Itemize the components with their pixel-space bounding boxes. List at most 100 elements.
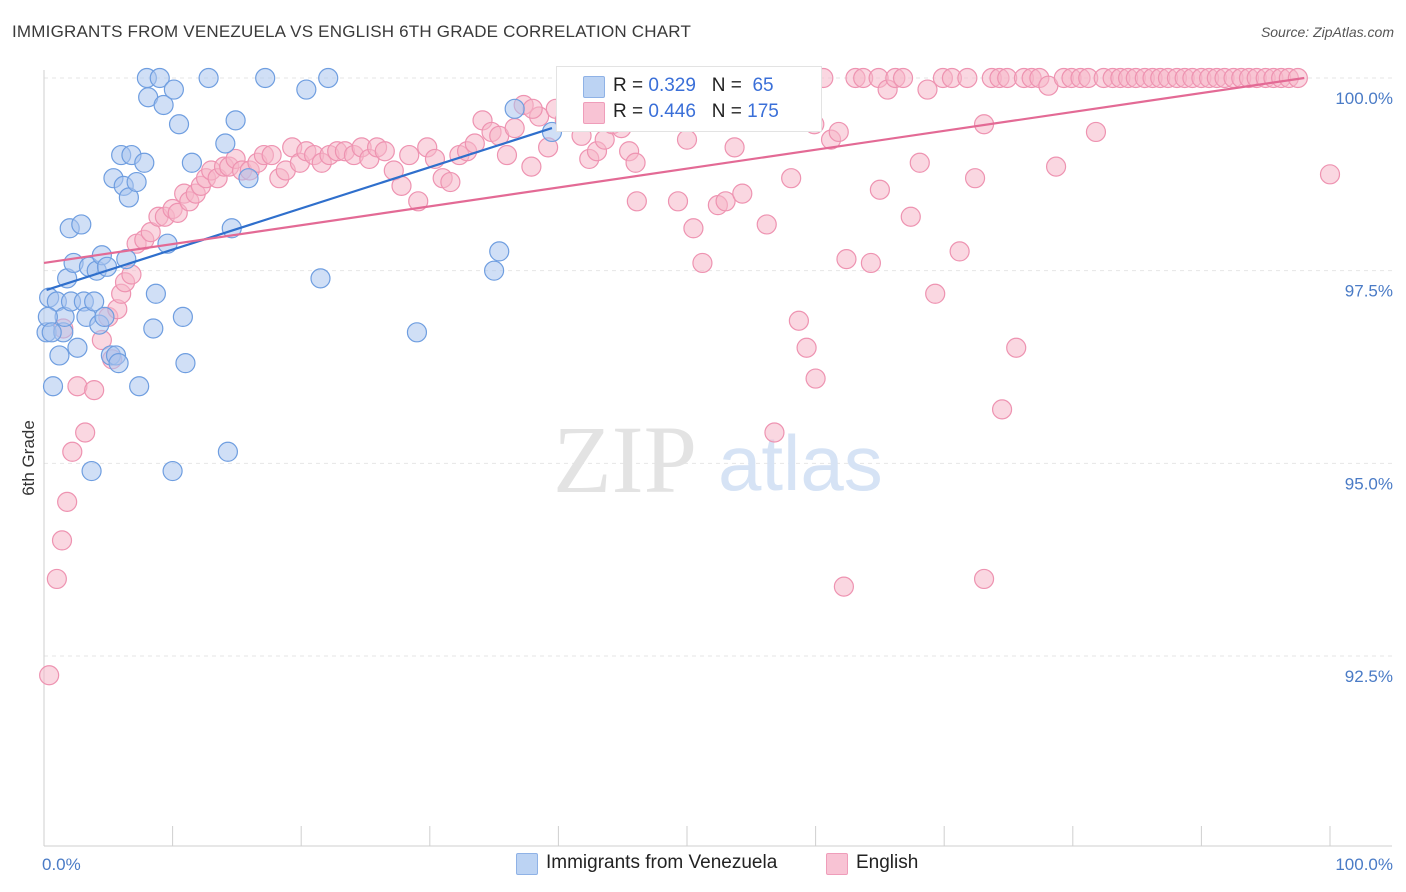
english-points bbox=[39, 67, 1341, 686]
n-label: N = bbox=[711, 75, 742, 96]
english-point bbox=[860, 252, 881, 274]
english-point bbox=[676, 129, 698, 150]
english-point bbox=[522, 98, 543, 119]
venezuela-trendline bbox=[46, 127, 553, 291]
english-point bbox=[836, 249, 857, 270]
english-trendline bbox=[43, 76, 1305, 265]
n-value: 175 bbox=[747, 101, 779, 122]
y-tick-label-2: 95.0% bbox=[1345, 474, 1393, 493]
venezuela-point bbox=[153, 94, 174, 116]
english-point bbox=[715, 191, 736, 212]
r-label: R = bbox=[613, 75, 644, 96]
english-point bbox=[261, 144, 282, 166]
venezuela-point bbox=[175, 353, 196, 374]
english-point bbox=[756, 214, 777, 235]
venezuela-point bbox=[145, 283, 166, 304]
english-point bbox=[374, 141, 395, 162]
english-point bbox=[788, 310, 809, 331]
x-tick-label-0: 0.0% bbox=[42, 855, 81, 874]
legend-swatch-venezuela bbox=[516, 853, 538, 875]
english-point bbox=[833, 576, 854, 597]
venezuela-points bbox=[36, 67, 563, 482]
english-point bbox=[625, 152, 646, 173]
trendlines bbox=[43, 76, 1305, 291]
english-point bbox=[626, 191, 647, 212]
watermark-atlas: atlas bbox=[718, 419, 883, 507]
venezuela-swatch bbox=[583, 76, 605, 98]
y-tick-label-0: 100.0% bbox=[1335, 89, 1393, 108]
venezuela-point bbox=[143, 318, 164, 339]
english-point bbox=[796, 337, 817, 358]
english-point bbox=[973, 568, 995, 590]
legend-label-english: English bbox=[856, 852, 919, 873]
venezuela-point bbox=[168, 114, 190, 135]
venezuela-point bbox=[149, 67, 170, 89]
english-point bbox=[521, 156, 542, 177]
stats-text-english: R = 0.446 N = 175 bbox=[613, 101, 779, 123]
venezuela-point bbox=[217, 441, 238, 462]
english-point bbox=[964, 168, 986, 189]
english-point bbox=[900, 206, 921, 227]
stats-text-venezuela: R = 0.329 N = 65 bbox=[613, 75, 774, 97]
venezuela-point bbox=[41, 322, 62, 343]
stats-legend: R = 0.329 N = 65 R = 0.446 N = 175 bbox=[556, 66, 822, 132]
english-point bbox=[732, 183, 753, 204]
english-point bbox=[781, 168, 802, 189]
venezuela-point bbox=[484, 260, 505, 281]
y-tick-label-3: 92.5% bbox=[1345, 667, 1393, 686]
venezuela-point bbox=[49, 345, 70, 366]
english-point bbox=[39, 665, 60, 686]
series-legend: Immigrants from Venezuela English bbox=[0, 852, 1406, 878]
venezuela-point bbox=[406, 322, 428, 343]
venezuela-point bbox=[126, 171, 147, 193]
x-tick-label-1: 100.0% bbox=[1335, 855, 1393, 874]
english-point bbox=[828, 121, 849, 143]
english-point bbox=[764, 422, 785, 443]
venezuela-point bbox=[215, 133, 236, 154]
english-point bbox=[67, 376, 88, 397]
y-axis-label: 6th Grade bbox=[19, 420, 38, 496]
english-point bbox=[1085, 121, 1107, 143]
english-point bbox=[692, 252, 713, 274]
english-point bbox=[909, 152, 930, 173]
r-value: 0.329 bbox=[648, 75, 696, 96]
english-point bbox=[869, 179, 891, 200]
english-swatch bbox=[583, 102, 605, 124]
venezuela-point bbox=[81, 460, 102, 482]
english-point bbox=[683, 218, 704, 239]
english-point bbox=[62, 441, 83, 462]
venezuela-point bbox=[255, 67, 276, 89]
venezuela-point bbox=[489, 241, 510, 262]
tick-labels: 100.0% 97.5% 95.0% 92.5% 0.0% 100.0% bbox=[42, 89, 1393, 874]
venezuela-point bbox=[42, 376, 64, 397]
english-point bbox=[84, 380, 105, 401]
english-point bbox=[949, 241, 970, 262]
venezuela-point bbox=[71, 214, 92, 235]
english-point bbox=[57, 491, 78, 512]
english-point bbox=[408, 191, 429, 212]
english-point bbox=[991, 399, 1013, 420]
venezuela-point bbox=[172, 306, 193, 328]
english-point bbox=[1045, 156, 1067, 177]
n-value: 65 bbox=[752, 75, 774, 96]
english-point bbox=[75, 422, 96, 443]
english-point bbox=[440, 171, 461, 193]
axes bbox=[43, 70, 1392, 847]
english-point bbox=[1006, 337, 1027, 358]
r-value: 0.446 bbox=[648, 101, 696, 122]
venezuela-point bbox=[84, 291, 105, 312]
venezuela-point bbox=[163, 79, 184, 100]
english-point bbox=[805, 368, 826, 389]
venezuela-point bbox=[108, 353, 129, 374]
chart-title: IMMIGRANTS FROM VENEZUELA VS ENGLISH 6TH… bbox=[12, 22, 692, 41]
english-point bbox=[724, 137, 745, 158]
venezuela-point bbox=[225, 110, 246, 131]
venezuela-point bbox=[504, 98, 525, 119]
watermark: ZIP atlas bbox=[553, 406, 883, 513]
english-point bbox=[957, 67, 978, 89]
chart-source: Source: ZipAtlas.com bbox=[1260, 24, 1394, 40]
english-point bbox=[667, 191, 689, 212]
venezuela-point bbox=[310, 268, 331, 289]
english-point bbox=[399, 144, 420, 166]
venezuela-point bbox=[162, 460, 183, 482]
